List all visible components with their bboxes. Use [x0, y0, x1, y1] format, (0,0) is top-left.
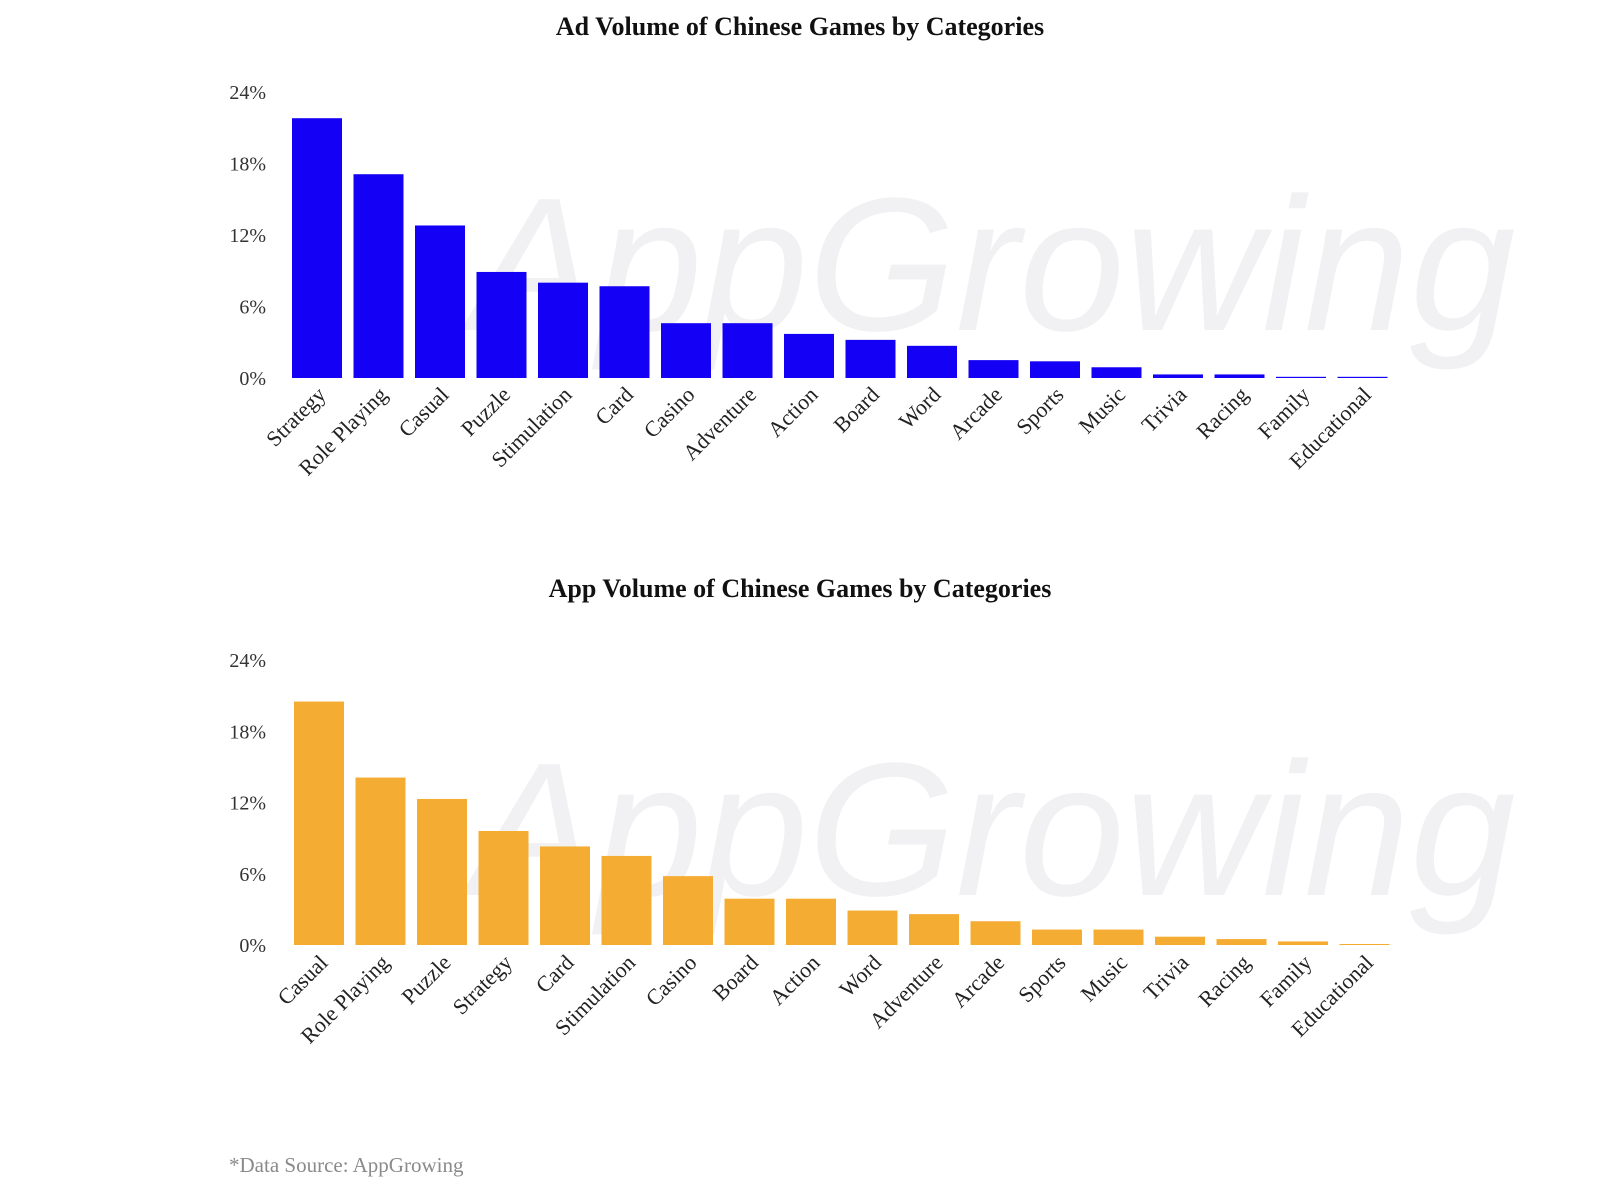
bar-word — [907, 345, 957, 378]
y-tick-label: 24% — [229, 650, 266, 672]
bar-educational — [1339, 944, 1390, 945]
chart-title: App Volume of Chinese Games by Categorie… — [549, 574, 1052, 603]
x-tick-label: Word — [894, 382, 946, 434]
bar-casino — [661, 323, 711, 378]
x-tick-label: Arcade — [944, 382, 1007, 445]
bar-family — [1276, 376, 1326, 378]
ad-volume-chart: AppGrowing Ad Volume of Chinese Games by… — [229, 12, 1515, 480]
x-tick-label: Action — [763, 382, 823, 442]
bar-trivia — [1153, 374, 1203, 378]
bar-stimulation — [601, 855, 652, 945]
x-tick-label: Word — [834, 950, 886, 1002]
y-tick-label: 0% — [239, 935, 266, 957]
data-source-note: *Data Source: AppGrowing — [229, 1153, 464, 1177]
bar-card — [599, 286, 650, 378]
x-tick-label: Puzzle — [456, 382, 515, 441]
bar-role-playing — [353, 174, 404, 378]
bar-sports — [1030, 361, 1080, 378]
app-volume-chart: AppGrowing App Volume of Chinese Games b… — [229, 574, 1515, 1048]
x-tick-label: Sports — [1013, 950, 1070, 1007]
bar-trivia — [1155, 936, 1205, 945]
y-axis: 0% 6% 12% 18% 24% — [229, 650, 266, 957]
bar-racing — [1216, 939, 1267, 945]
bar-family — [1278, 941, 1328, 945]
bar-sports — [1032, 929, 1082, 945]
x-tick-label: Racing — [1191, 382, 1253, 444]
bar-strategy — [292, 118, 342, 378]
x-tick-label: Puzzle — [396, 950, 455, 1009]
bar-card — [540, 846, 590, 945]
bar-adventure — [909, 914, 959, 945]
bar-arcade — [968, 360, 1019, 378]
bar-strategy — [478, 831, 529, 945]
bar-action — [786, 898, 836, 945]
y-tick-label: 6% — [239, 864, 266, 886]
x-tick-label: Strategy — [448, 950, 518, 1020]
x-tick-label: Trivia — [1136, 382, 1191, 437]
y-tick-label: 18% — [229, 154, 266, 176]
x-tick-label: Action — [765, 950, 825, 1010]
x-tick-label: Music — [1073, 382, 1130, 439]
x-tick-label: Board — [828, 382, 884, 438]
x-tick-label: Racing — [1193, 950, 1255, 1012]
y-tick-label: 18% — [229, 721, 266, 743]
bar-role-playing — [355, 777, 406, 945]
x-tick-label: Board — [707, 950, 763, 1006]
bar-adventure — [722, 323, 773, 378]
y-tick-label: 12% — [229, 225, 266, 247]
bar-casual — [415, 225, 465, 378]
y-axis: 0% 6% 12% 18% 24% — [229, 82, 266, 390]
bars — [292, 118, 1388, 378]
y-tick-label: 0% — [239, 368, 266, 390]
x-tick-label: Music — [1075, 950, 1132, 1007]
bar-arcade — [970, 921, 1021, 945]
bar-puzzle — [417, 798, 467, 945]
x-tick-label: Casino — [641, 950, 702, 1011]
chart-title: Ad Volume of Chinese Games by Categories — [556, 12, 1044, 41]
bar-word — [847, 910, 898, 945]
bar-music — [1091, 367, 1142, 378]
x-tick-label: Casual — [394, 382, 454, 442]
x-tick-label: Sports — [1011, 382, 1068, 439]
bars — [294, 701, 1390, 945]
bar-board — [724, 898, 775, 945]
bar-board — [845, 339, 896, 378]
bar-casual — [294, 701, 344, 945]
bar-stimulation — [538, 282, 588, 378]
x-tick-label: Trivia — [1138, 950, 1193, 1005]
y-tick-label: 24% — [229, 82, 266, 104]
bar-puzzle — [476, 271, 527, 378]
y-tick-label: 6% — [239, 297, 266, 319]
x-tick-label: Card — [590, 382, 638, 430]
x-tick-label: Arcade — [946, 950, 1009, 1013]
bar-educational — [1337, 376, 1388, 378]
y-tick-label: 12% — [229, 793, 266, 815]
bar-action — [784, 333, 834, 378]
bar-casino — [663, 876, 713, 945]
bar-music — [1093, 929, 1144, 945]
x-tick-label: Card — [531, 950, 579, 998]
x-tick-label: Casual — [273, 950, 333, 1010]
bar-racing — [1214, 374, 1265, 378]
